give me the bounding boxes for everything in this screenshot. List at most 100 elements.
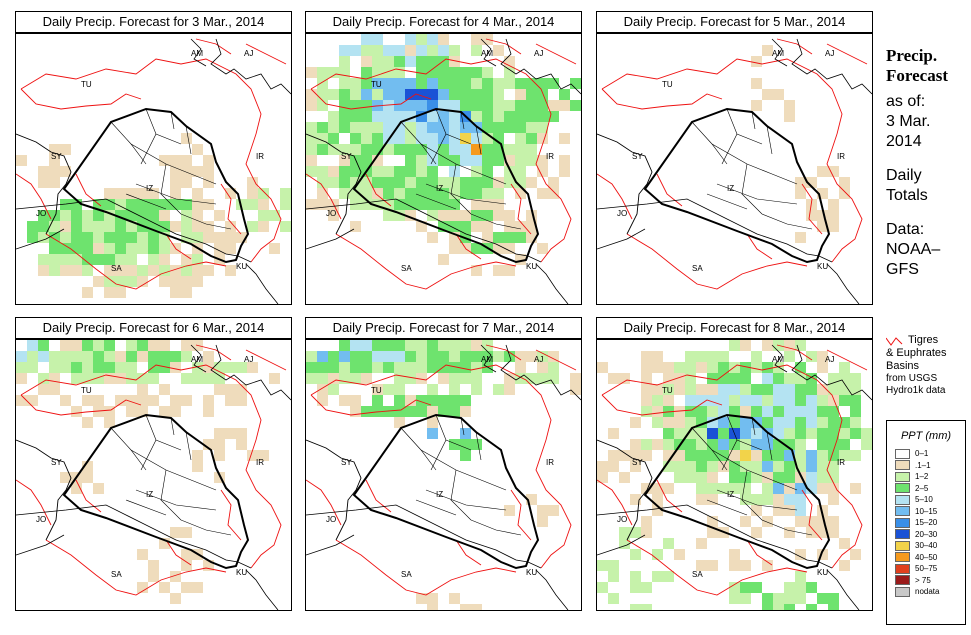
precip-cell: [515, 78, 526, 89]
precip-cell: [652, 351, 663, 362]
precip-cell: [104, 406, 115, 417]
precip-cell: [317, 78, 328, 89]
precip-cell: [317, 166, 328, 177]
border-line: [597, 228, 646, 250]
basin-line: [601, 364, 843, 441]
precip-cell: [394, 340, 405, 351]
precip-cell: [449, 593, 460, 604]
precip-cell: [339, 100, 350, 111]
basin-line: [310, 88, 432, 110]
panel-title: Daily Precip. Forecast for 6 Mar., 2014: [15, 317, 292, 339]
precip-cell: [630, 494, 641, 505]
precip-cell: [707, 373, 718, 384]
precip-cell: [630, 417, 641, 428]
precip-cell: [214, 210, 225, 221]
precip-cell: [203, 439, 214, 450]
precip-cell: [16, 351, 27, 362]
basin-line: [826, 439, 863, 569]
precip-cell: [696, 384, 707, 395]
precip-cell: [828, 483, 839, 494]
precip-cell: [641, 450, 652, 461]
precip-cell: [159, 384, 170, 395]
map-panel-mar-3: Daily Precip. Forecast for 3 Mar., 2014 …: [15, 11, 292, 305]
basin-line: [306, 479, 342, 526]
precip-cell: [548, 111, 559, 122]
precip-cell: [471, 373, 482, 384]
panel-title: Daily Precip. Forecast for 7 Mar., 2014: [305, 317, 582, 339]
precip-cell: [317, 144, 328, 155]
precip-cell: [203, 560, 214, 571]
legend-swatch: [895, 552, 910, 563]
precip-cell: [148, 210, 159, 221]
panel-title: Daily Precip. Forecast for 8 Mar., 2014: [596, 317, 873, 339]
basin-line: [165, 539, 192, 566]
province-line: [110, 121, 147, 165]
precip-cell: [394, 144, 405, 155]
precip-cell: [663, 450, 674, 461]
precip-cell: [416, 221, 427, 232]
map-panel-mar-8: Daily Precip. Forecast for 8 Mar., 2014 …: [596, 317, 873, 611]
province-line: [430, 439, 447, 471]
precip-cell: [361, 45, 372, 56]
precip-cell: [537, 122, 548, 133]
precip-cell: [82, 254, 93, 265]
precip-cell: [707, 483, 718, 494]
precip-cell: [795, 177, 806, 188]
precip-cell: [416, 56, 427, 67]
precip-cell: [850, 417, 861, 428]
precip-cell: [707, 428, 718, 439]
precip-cell: [159, 210, 170, 221]
precip-cell: [328, 133, 339, 144]
precip-cell: [71, 483, 82, 494]
precip-cell: [203, 362, 214, 373]
precip-cell: [526, 373, 537, 384]
basin-line: [455, 233, 482, 260]
precip-cell: [170, 287, 181, 298]
border-line: [245, 569, 279, 610]
precip-cell: [328, 111, 339, 122]
precip-cell: [548, 351, 559, 362]
precip-cell: [449, 122, 460, 133]
precip-cell: [707, 395, 718, 406]
country-label: AJ: [534, 355, 543, 364]
precip-cell: [49, 155, 60, 166]
precip-cell: [493, 265, 504, 276]
basin-note: Tigres & Euphrates Basins from USGS Hydr…: [886, 334, 970, 397]
precip-cell: [361, 188, 372, 199]
precip-cell: [350, 188, 361, 199]
precip-cell: [93, 340, 104, 351]
precip-cell: [405, 210, 416, 221]
border-line: [535, 569, 569, 610]
country-label: SY: [632, 458, 643, 467]
precip-cell: [438, 45, 449, 56]
precip-cell: [104, 254, 115, 265]
precip-cell: [93, 221, 104, 232]
basin-line: [776, 344, 813, 361]
precip-cell: [60, 243, 71, 254]
precip-cell: [416, 34, 427, 45]
precip-cell: [674, 428, 685, 439]
precip-cell: [306, 67, 317, 78]
precip-cell: [751, 395, 762, 406]
basin-line: [335, 233, 517, 290]
country-label: AM: [772, 355, 784, 364]
panel-title: Daily Precip. Forecast for 3 Mar., 2014: [15, 11, 292, 33]
precip-cell: [383, 406, 394, 417]
precip-cell: [663, 417, 674, 428]
precip-cell: [82, 265, 93, 276]
precip-cell: [773, 439, 784, 450]
precip-cell: [762, 395, 773, 406]
precip-cell: [504, 384, 515, 395]
precip-cell: [306, 144, 317, 155]
precip-cell: [438, 362, 449, 373]
province-line: [716, 489, 798, 511]
precip-cell: [126, 221, 137, 232]
precip-cell: [104, 362, 115, 373]
precip-cell: [350, 221, 361, 232]
precip-cell: [203, 406, 214, 417]
basin-line: [801, 183, 823, 235]
precip-cell: [663, 362, 674, 373]
precip-cell: [416, 351, 427, 362]
precip-cell: [405, 56, 416, 67]
precip-cell: [515, 100, 526, 111]
